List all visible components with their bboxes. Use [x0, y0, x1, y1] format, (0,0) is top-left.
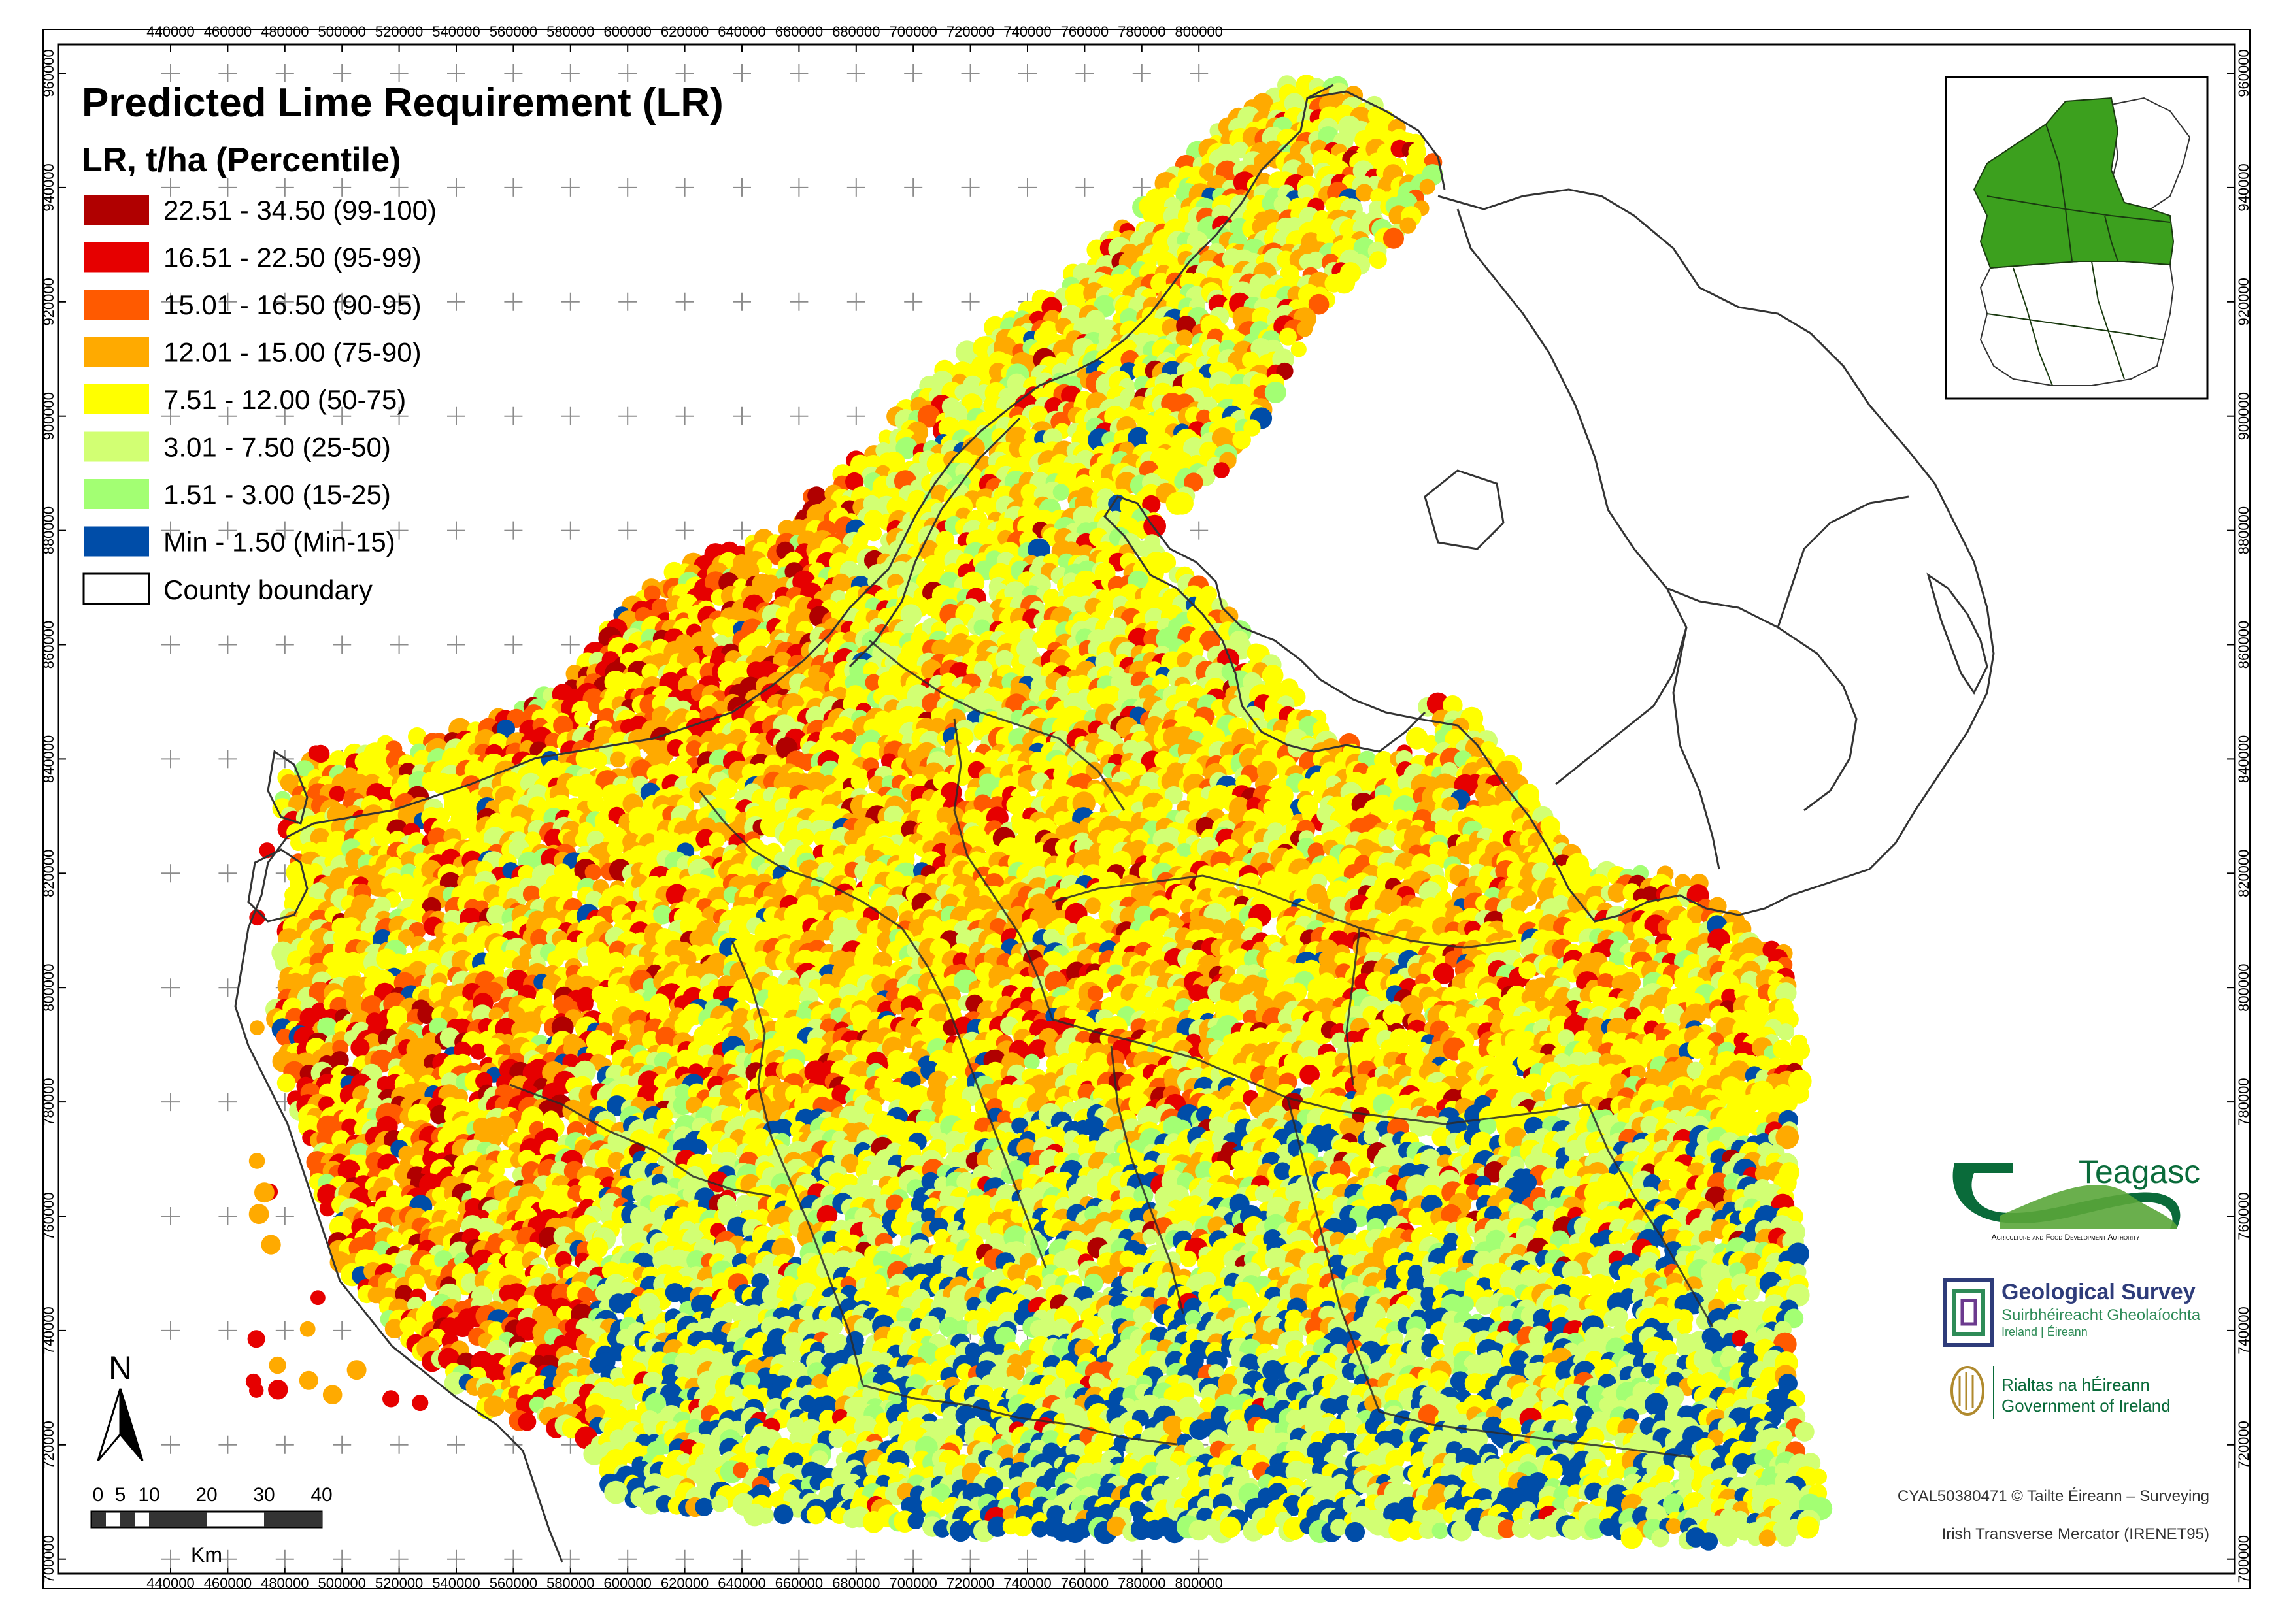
y-tick-label-left: 960000 [41, 49, 57, 97]
x-tick-label-top: 540000 [432, 24, 480, 40]
x-tick-label-top: 700000 [889, 24, 937, 40]
y-tick-label-left: 800000 [41, 963, 57, 1011]
y-tick-label-right: 700000 [2235, 1535, 2252, 1583]
x-tick-label-top: 620000 [661, 24, 709, 40]
x-tick-label-top: 680000 [832, 24, 880, 40]
lr-cell [1213, 462, 1230, 478]
x-tick-label-bottom: 800000 [1175, 1575, 1222, 1591]
y-tick-label-left: 820000 [41, 850, 57, 897]
lr-cell [547, 950, 564, 967]
lr-cell [1171, 492, 1194, 515]
y-tick-label-right: 960000 [2235, 49, 2252, 97]
y-tick-label-right: 840000 [2235, 735, 2252, 783]
lr-cell [851, 772, 869, 790]
x-tick-label-bottom: 640000 [718, 1575, 765, 1591]
y-tick-label-left: 700000 [41, 1535, 57, 1583]
x-tick-label-bottom: 620000 [661, 1575, 709, 1591]
x-tick-label-top: 720000 [946, 24, 994, 40]
x-tick-label-top: 560000 [490, 24, 537, 40]
lr-cell [1085, 897, 1101, 914]
x-tick-label-bottom: 660000 [775, 1575, 823, 1591]
y-tick-label-right: 740000 [2235, 1306, 2252, 1354]
y-tick-label-right: 860000 [2235, 621, 2252, 669]
x-tick-label-top: 760000 [1061, 24, 1109, 40]
x-tick-label-bottom: 500000 [318, 1575, 365, 1591]
y-tick-label-left: 740000 [41, 1306, 57, 1354]
x-tick-label-top: 660000 [775, 24, 823, 40]
lr-cell [1333, 271, 1355, 293]
lr-cell [574, 709, 590, 725]
x-tick-label-top: 640000 [718, 24, 765, 40]
x-tick-label-bottom: 700000 [889, 1575, 937, 1591]
x-tick-label-bottom: 580000 [546, 1575, 594, 1591]
y-tick-label-right: 800000 [2235, 963, 2252, 1011]
y-tick-label-left: 940000 [41, 163, 57, 211]
y-tick-label-right: 900000 [2235, 392, 2252, 440]
x-tick-label-top: 600000 [603, 24, 651, 40]
y-tick-label-left: 860000 [41, 621, 57, 669]
y-tick-label-right: 760000 [2235, 1192, 2252, 1240]
lr-cell [1356, 184, 1373, 201]
x-tick-label-top: 800000 [1175, 24, 1222, 40]
y-tick-label-right: 920000 [2235, 278, 2252, 325]
x-tick-label-bottom: 560000 [490, 1575, 537, 1591]
lr-cell [1378, 829, 1397, 848]
y-tick-label-left: 760000 [41, 1192, 57, 1240]
x-tick-label-bottom: 540000 [432, 1575, 480, 1591]
x-tick-label-top: 780000 [1118, 24, 1165, 40]
lr-cell [1383, 228, 1404, 249]
lr-cell [1265, 382, 1286, 403]
lr-cell [374, 829, 392, 847]
y-tick-label-right: 780000 [2235, 1078, 2252, 1125]
x-tick-label-bottom: 780000 [1118, 1575, 1165, 1591]
x-axis-labels-top: 440000 460000 480000 500000 520000 540000 5600… [146, 24, 1223, 40]
x-tick-label-bottom: 720000 [946, 1575, 994, 1591]
lr-cell [610, 752, 626, 768]
y-tick-label-left: 720000 [41, 1421, 57, 1468]
x-tick-label-bottom: 520000 [375, 1575, 423, 1591]
y-tick-label-left: 900000 [41, 392, 57, 440]
x-tick-label-top: 580000 [546, 24, 594, 40]
y-tick-label-right: 720000 [2235, 1421, 2252, 1468]
y-tick-label-right: 940000 [2235, 163, 2252, 211]
lr-cell [1369, 251, 1387, 269]
x-tick-label-bottom: 740000 [1003, 1575, 1051, 1591]
x-tick-label-top: 480000 [261, 24, 309, 40]
y-tick-label-right: 820000 [2235, 850, 2252, 897]
lr-cell [1232, 431, 1251, 450]
x-tick-label-bottom: 480000 [261, 1575, 309, 1591]
x-tick-label-top: 440000 [146, 24, 194, 40]
x-tick-label-bottom: 680000 [832, 1575, 880, 1591]
x-tick-label-top: 500000 [318, 24, 365, 40]
y-tick-label-right: 880000 [2235, 506, 2252, 554]
x-tick-label-bottom: 600000 [603, 1575, 651, 1591]
x-tick-label-top: 460000 [204, 24, 252, 40]
x-tick-label-bottom: 460000 [204, 1575, 252, 1591]
lr-cell [1053, 484, 1069, 500]
x-axis-labels-bottom: 440000 460000 480000 500000 520000 540000 5600… [146, 1575, 1223, 1591]
y-tick-label-left: 780000 [41, 1078, 57, 1125]
y-tick-label-left: 920000 [41, 278, 57, 325]
lr-cell [1297, 321, 1313, 337]
x-tick-label-bottom: 760000 [1061, 1575, 1109, 1591]
lr-cell [1518, 961, 1536, 979]
y-tick-label-left: 840000 [41, 735, 57, 783]
lr-cell [1399, 218, 1416, 234]
y-tick-label-left: 880000 [41, 506, 57, 554]
x-tick-label-top: 520000 [375, 24, 423, 40]
x-tick-label-bottom: 440000 [146, 1575, 194, 1591]
x-tick-label-top: 740000 [1003, 24, 1051, 40]
